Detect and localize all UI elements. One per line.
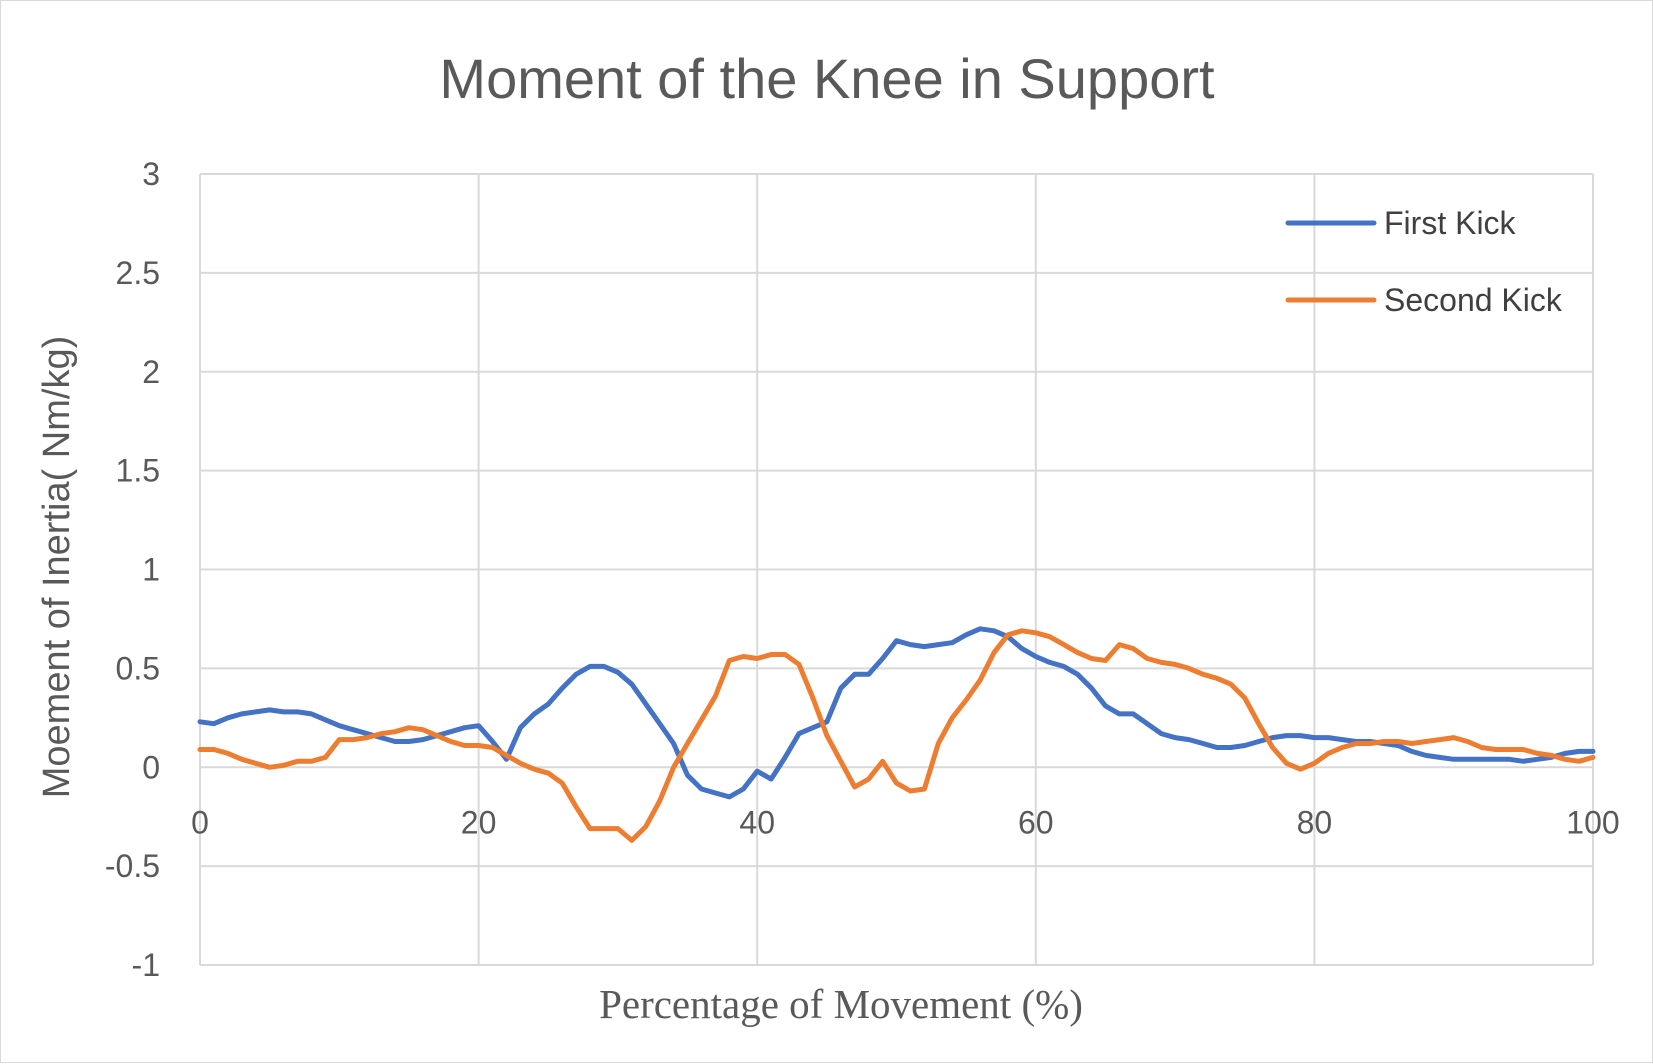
y-tick-label: 1 <box>142 552 160 588</box>
x-axis-label: Percentage of Movement (%) <box>599 981 1083 1027</box>
y-tick-label: -0.5 <box>105 848 160 884</box>
y-tick-label: 2 <box>142 354 160 390</box>
y-tick-label: -1 <box>132 947 160 983</box>
legend-label: Second Kick <box>1384 282 1563 318</box>
x-tick-label: 0 <box>191 804 209 840</box>
y-tick-label: 0.5 <box>116 650 160 686</box>
gridlines <box>199 173 1594 966</box>
y-tick-label: 2.5 <box>116 255 160 291</box>
y-axis-label: Moement of Inertia( Nm/kg) <box>36 336 78 798</box>
x-axis-tick-labels: 0 20 40 60 80 100 <box>191 804 1620 840</box>
x-tick-label: 100 <box>1566 804 1619 840</box>
x-tick-label: 60 <box>1018 804 1054 840</box>
series-line-second-kick <box>197 628 1596 843</box>
x-tick-label: 80 <box>1297 804 1333 840</box>
legend: First Kick Second Kick <box>1285 205 1563 318</box>
series-lines <box>197 626 1596 843</box>
legend-label: First Kick <box>1384 205 1517 241</box>
series-line-first-kick <box>197 626 1596 800</box>
y-tick-label: 3 <box>142 156 160 192</box>
x-tick-label: 40 <box>739 804 775 840</box>
y-axis-tick-labels: 3 2.5 2 1.5 1 0.5 0 -0.5 -1 <box>105 156 160 983</box>
x-tick-label: 20 <box>461 804 497 840</box>
chart-title: Moment of the Knee in Support <box>439 47 1215 110</box>
y-tick-label: 1.5 <box>116 453 160 489</box>
y-tick-label: 0 <box>142 749 160 785</box>
